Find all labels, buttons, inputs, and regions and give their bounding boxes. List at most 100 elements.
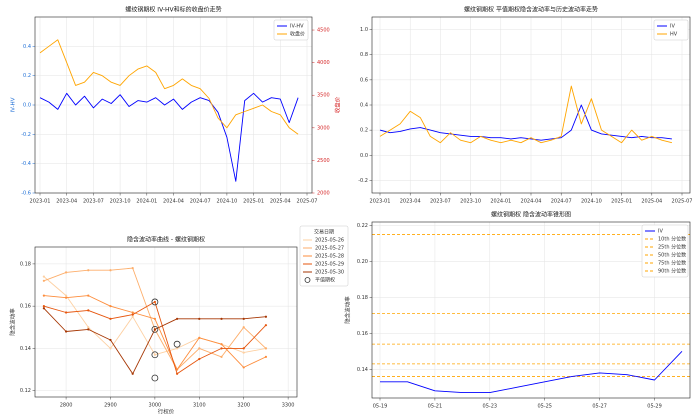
chart2-ytick-label: 0.2 (360, 128, 368, 134)
chart4-legend-label: 50th 分位数 (658, 252, 686, 259)
chart1-xtick-label: 2025-01 (243, 199, 264, 205)
chart4-ytick-label: 0.20 (357, 259, 368, 265)
chart4-ytick-label: 0.16 (357, 331, 368, 337)
chart2-xtick-label: 2023-10 (460, 199, 481, 205)
chart3-legend-label: 2025-05-26 (315, 238, 344, 244)
chart3-ytick-label: 0.12 (20, 388, 31, 394)
chart1-xtick-label: 2024-10 (216, 199, 237, 205)
chart4-legend-label: 25th 分位数 (658, 244, 686, 251)
chart4-title: 螺纹钢期权 隐含波动率锥形图 (491, 211, 571, 219)
chart3-series-2-point (198, 336, 201, 339)
chart3-series-0-point (176, 347, 179, 350)
chart3-series-2-point (220, 343, 223, 346)
chart3-ylabel: 隐含波动率 (9, 308, 17, 336)
chart3-atm-marker (151, 298, 159, 306)
chart3-series-0-point (131, 315, 134, 318)
chart1-title: 螺纹钢期权 IV-HV和标的收盘价走势 (125, 6, 221, 14)
chart1-ytick-label: -0.6 (21, 191, 31, 197)
chart4-xtick-label: 05-21 (428, 404, 443, 410)
chart1-xtick-label: 2023-07 (83, 199, 104, 205)
chart1-legend-label: IV-HV (290, 24, 304, 30)
chart3-series-2-point (87, 294, 90, 297)
chart3-series-3-point (264, 324, 268, 327)
chart1-frame (34, 16, 313, 194)
chart4-ytick-label: 0.18 (357, 295, 368, 301)
chart1-series-ivhv-line (39, 92, 299, 182)
chart3-series-3-point (220, 347, 223, 350)
chart1-xtick-label: 2024-01 (136, 199, 157, 205)
chart2-series-iv-line (379, 104, 672, 141)
chart3-series-1-point (87, 269, 90, 272)
chart3-series-4-point (198, 317, 201, 320)
chart1-series-close-line (39, 39, 299, 135)
chart4-ylabel: 隐含波动率 (344, 296, 352, 324)
chart3-series-3-point (42, 305, 45, 308)
chart1-ytick-label: 0.4 (23, 44, 31, 50)
chart1-xtick-label: 2025-04 (270, 199, 291, 205)
chart3-series-2-point (109, 305, 112, 308)
chart2-legend-box (653, 19, 689, 41)
chart3-series-2-point (131, 311, 134, 314)
chart3-series-4-point (42, 307, 45, 310)
chart2-xtick-label: 2024-01 (490, 199, 511, 205)
chart1-y2tick-label: 3000 (317, 125, 330, 131)
chart4-legend-box (641, 224, 689, 278)
chart3-ytick-label: 0.18 (20, 261, 31, 267)
chart1-xtick-label: 2023-04 (56, 199, 77, 205)
chart3-series-1-point (198, 347, 201, 350)
chart3-series-2-point (242, 366, 245, 369)
chart3-series-4-point (153, 328, 156, 331)
chart2-xtick-label: 2023-01 (370, 199, 391, 205)
chart3-series-4-point (64, 330, 68, 333)
chart2-xtick-label: 2025-01 (611, 199, 632, 205)
chart1-y2label: 收盘价 (334, 96, 342, 113)
chart3-series-3-point (176, 372, 179, 375)
chart2-xtick-label: 2025-04 (641, 199, 662, 205)
chart2-ytick-label: -0.2 (358, 178, 368, 184)
chart2-frame (371, 16, 691, 194)
chart4-series-iv-line (380, 350, 683, 394)
chart4-xtick-label: 05-23 (483, 404, 498, 410)
chart3-xtick-label: 3000 (149, 403, 162, 409)
chart1-xtick-label: 2024-04 (163, 199, 184, 205)
chart3-series-3-point (198, 357, 201, 361)
chart3-xtick-label: 2900 (104, 403, 117, 409)
chart3-legend-box (299, 225, 349, 287)
chart4-legend-label: IV (658, 229, 663, 235)
chart4-frame (371, 221, 691, 399)
chart3-series-4-point (109, 338, 112, 342)
chart3-series-4-point (176, 317, 179, 320)
chart3-series-1-point (109, 269, 112, 272)
chart2-ytick-label: 0.8 (360, 52, 368, 58)
chart1-legend-box (273, 19, 309, 41)
chart3-xlabel: 行权价 (158, 408, 175, 416)
chart2-legend-label: HV (670, 32, 678, 38)
chart1-ylabel: IV-HV (11, 97, 17, 112)
chart1-ytick-label: -0.2 (21, 132, 31, 138)
chart3-xtick-label: 2800 (60, 403, 73, 409)
chart2-xtick-label: 2024-10 (581, 199, 602, 205)
chart4-xtick-label: 05-25 (537, 404, 552, 410)
chart3-xtick-label: 3100 (193, 403, 206, 409)
chart1-y2tick-label: 4500 (317, 28, 330, 34)
chart3-series-1-point (220, 355, 223, 358)
chart3-series-1-point (42, 279, 45, 282)
chart3-series-0-point (42, 275, 45, 278)
chart4-legend-label: 90th 分位数 (658, 268, 686, 275)
chart2-series-hv-line (379, 85, 673, 144)
chart1-ytick-label: 0.0 (23, 103, 31, 109)
chart4-xtick-label: 05-29 (647, 404, 662, 410)
chart3-series-2-point (153, 317, 156, 320)
chart2-ytick-label: 0.0 (360, 153, 368, 159)
chart3-legend-label: 2025-05-29 (315, 262, 344, 268)
chart2-xtick-label: 2024-07 (551, 199, 572, 205)
chart3-series-0-point (109, 347, 112, 350)
chart2-xtick-label: 2023-04 (400, 199, 421, 205)
chart1-y2tick-label: 4000 (317, 60, 330, 66)
chart3-series-0-point (153, 353, 156, 356)
chart3-atm-marker (173, 340, 181, 348)
chart4-ytick-label: 0.14 (357, 367, 368, 373)
chart3-series-4-point (264, 315, 268, 318)
chart3-legend-atm-swatch (304, 277, 311, 283)
